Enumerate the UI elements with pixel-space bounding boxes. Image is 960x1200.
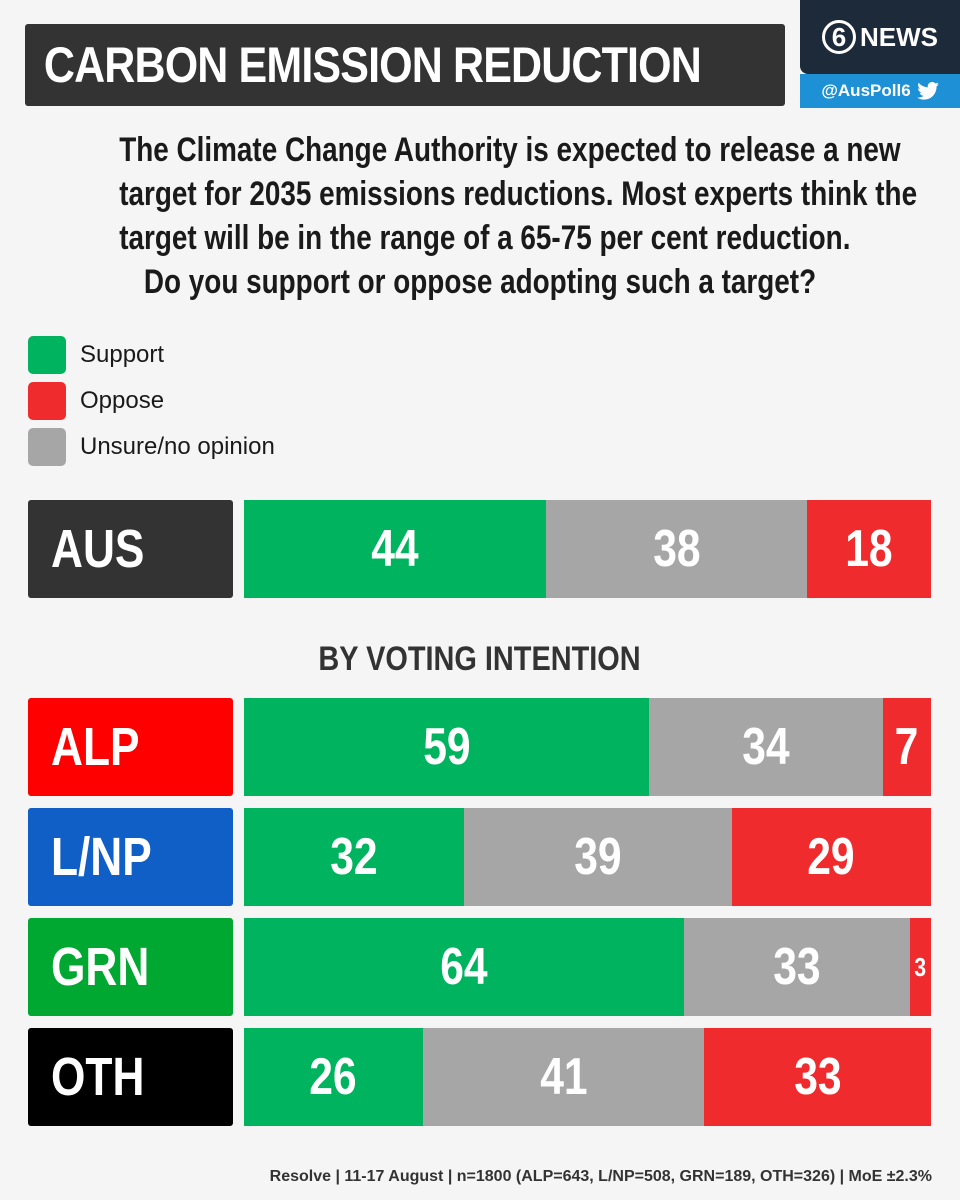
question-line: target for 2035 emissions reductions. Mo… [119, 175, 918, 213]
bar-segment-oppose: 33 [704, 1028, 931, 1126]
section-heading: BY VOTING INTENTION [0, 640, 960, 679]
title-banner: CARBON EMISSION REDUCTION [25, 24, 785, 106]
legend: Support Oppose Unsure/no opinion [28, 332, 275, 470]
bar-segment-unsurenoopinion: 41 [422, 1028, 705, 1126]
legend-item-support: Support [28, 332, 275, 378]
bar-segment-support: 26 [244, 1028, 423, 1126]
data-label: 41 [539, 1048, 588, 1106]
legend-swatch [28, 428, 66, 466]
bar-segment-support: 64 [244, 918, 684, 1016]
legend-label: Oppose [80, 387, 165, 414]
row-label-lnp: L/NP [28, 808, 233, 906]
data-label: 33 [793, 1048, 842, 1106]
data-label: 33 [773, 938, 821, 996]
bar-segment-support: 44 [244, 500, 547, 598]
data-label: 38 [653, 520, 701, 578]
bar-segment-support: 59 [244, 698, 650, 796]
row-label-text: ALP [50, 717, 140, 777]
brand-handle: @AusPoll6 [821, 81, 911, 100]
twitter-bird-icon [916, 82, 939, 100]
bar-segment-support: 32 [244, 808, 464, 906]
legend-item-unsure: Unsure/no opinion [28, 424, 275, 470]
row-label-text: AUS [50, 519, 145, 579]
stacked-bar: 32 39 29 [244, 808, 931, 906]
section-heading-text: BY VOTING INTENTION [318, 640, 642, 678]
bar-segment-oppose: 3 [910, 918, 931, 1016]
data-label: 26 [309, 1048, 358, 1106]
stacked-bar: 59 34 7 [244, 698, 931, 796]
row-label-oth: OTH [28, 1028, 233, 1126]
stacked-bar: 44 38 18 [244, 500, 931, 598]
bar-segment-oppose: 18 [807, 500, 931, 598]
bar-segment-unsurenoopinion: 39 [463, 808, 732, 906]
data-label: 44 [371, 520, 419, 578]
row-label-grn: GRN [28, 918, 233, 1016]
question-line: target will be in the range of a 65-75 p… [119, 219, 851, 257]
row-label-aus: AUS [28, 500, 233, 598]
brand-logo: 6 NEWS [800, 0, 960, 74]
data-label: 32 [330, 828, 378, 886]
row-label-alp: ALP [28, 698, 233, 796]
brand-handle-bar: @AusPoll6 [800, 74, 960, 108]
data-label: 59 [422, 718, 471, 776]
question-line: The Climate Change Authority is expected… [119, 131, 901, 169]
question-text: The Climate Change Authority is expected… [40, 128, 920, 304]
bar-segment-unsurenoopinion: 34 [649, 698, 883, 796]
data-label: 7 [895, 718, 919, 776]
chart-title: CARBON EMISSION REDUCTION [43, 37, 702, 93]
row-label-text: GRN [50, 937, 150, 997]
data-label: 18 [845, 520, 893, 578]
data-label: 29 [807, 828, 856, 886]
legend-item-oppose: Oppose [28, 378, 275, 424]
legend-swatch [28, 336, 66, 374]
data-label: 34 [742, 718, 790, 776]
brand-number: 6 [822, 20, 856, 54]
brand-name: NEWS [860, 21, 938, 52]
legend-label: Support [80, 341, 165, 368]
legend-label: Unsure/no opinion [80, 433, 275, 460]
stacked-bar: 64 33 3 [244, 918, 931, 1016]
source-footer: Resolve | 11-17 August | n=1800 (ALP=643… [269, 1168, 932, 1185]
legend-swatch [28, 382, 66, 420]
bar-segment-unsurenoopinion: 38 [546, 500, 808, 598]
row-label-text: OTH [50, 1047, 145, 1107]
data-label: 3 [914, 951, 927, 982]
data-label: 39 [574, 828, 622, 886]
bar-segment-oppose: 29 [731, 808, 931, 906]
bar-segment-oppose: 7 [882, 698, 931, 796]
question-line: Do you support or oppose adopting such a… [143, 263, 817, 301]
row-label-text: L/NP [50, 827, 152, 887]
stacked-bar: 26 41 33 [244, 1028, 931, 1126]
data-label: 64 [440, 938, 488, 996]
bar-segment-unsurenoopinion: 33 [683, 918, 911, 1016]
brand-badge: 6 NEWS @AusPoll6 [800, 0, 960, 108]
